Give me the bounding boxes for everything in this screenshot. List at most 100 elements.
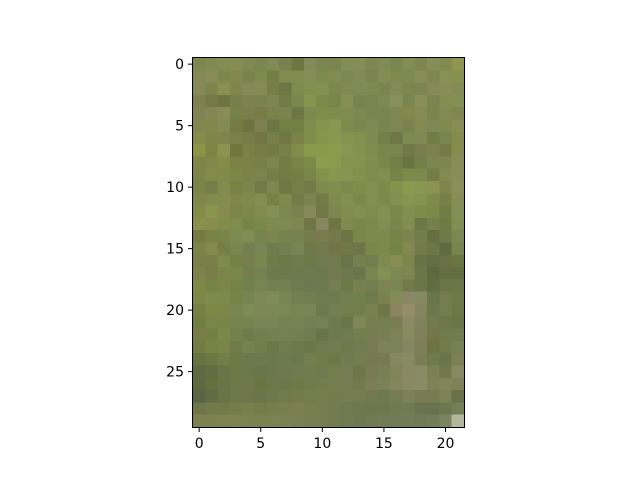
heatmap-cell xyxy=(279,377,292,391)
heatmap-cell xyxy=(193,304,206,317)
heatmap-cell xyxy=(193,131,206,145)
heatmap-cell xyxy=(439,230,453,243)
heatmap-cell xyxy=(242,58,255,71)
heatmap-cell xyxy=(316,70,329,83)
y-tick-label: 10 xyxy=(166,180,184,196)
heatmap-cell xyxy=(328,168,342,182)
heatmap-cell xyxy=(340,328,354,342)
heatmap-cell xyxy=(242,144,255,157)
heatmap-cell xyxy=(254,131,268,145)
heatmap-cell xyxy=(377,242,391,256)
heatmap-cell xyxy=(254,144,268,157)
heatmap-cell xyxy=(427,119,440,133)
heatmap-cell xyxy=(205,328,219,342)
heatmap-cell xyxy=(279,94,292,108)
heatmap-cell xyxy=(217,144,231,157)
heatmap-cell xyxy=(340,304,354,317)
heatmap-cell xyxy=(439,291,453,305)
heatmap-cell xyxy=(279,58,292,71)
x-axis: 0 5 10 15 20 xyxy=(195,427,454,452)
heatmap-cell xyxy=(291,70,305,83)
heatmap-cell xyxy=(242,217,255,231)
heatmap-cell xyxy=(377,70,391,83)
heatmap-cell xyxy=(439,242,453,256)
heatmap-cell xyxy=(340,193,354,206)
heatmap-cell xyxy=(390,168,403,182)
heatmap-cell xyxy=(377,205,391,219)
heatmap-cell xyxy=(328,181,342,194)
heatmap-cell xyxy=(205,340,219,354)
heatmap-cell xyxy=(402,82,416,96)
heatmap-cell xyxy=(291,205,305,219)
heatmap-cell xyxy=(328,230,342,243)
heatmap-cell xyxy=(328,365,342,379)
heatmap-cell xyxy=(242,328,255,342)
heatmap-cell xyxy=(377,217,391,231)
y-tick-label: 20 xyxy=(166,303,184,319)
heatmap-cell xyxy=(254,205,268,219)
heatmap-cell xyxy=(427,390,440,403)
heatmap-cell xyxy=(390,217,403,231)
heatmap-cell xyxy=(217,377,231,391)
heatmap-cell xyxy=(328,107,342,120)
heatmap-cell xyxy=(316,291,329,305)
heatmap-cell xyxy=(242,205,255,219)
heatmap-cell xyxy=(291,316,305,329)
heatmap-cell xyxy=(353,242,366,256)
heatmap-cell xyxy=(402,144,416,157)
heatmap-cell xyxy=(402,353,416,366)
heatmap-cell xyxy=(316,156,329,170)
heatmap-cell xyxy=(365,156,379,170)
heatmap-cell xyxy=(439,168,453,182)
heatmap-cell xyxy=(340,131,354,145)
heatmap-cell xyxy=(390,328,403,342)
heatmap-cell xyxy=(340,340,354,354)
heatmap-cell xyxy=(193,107,206,120)
heatmap-cell xyxy=(254,70,268,83)
heatmap-cell xyxy=(402,316,416,329)
heatmap-cell xyxy=(242,168,255,182)
heatmap-cell xyxy=(266,377,280,391)
heatmap-cell xyxy=(254,304,268,317)
heatmap-cell xyxy=(377,181,391,194)
heatmap-cell xyxy=(193,267,206,280)
heatmap-cell xyxy=(205,119,219,133)
heatmap-cell xyxy=(266,82,280,96)
heatmap-cell xyxy=(402,181,416,194)
heatmap-cell xyxy=(229,304,243,317)
heatmap-cell xyxy=(365,168,379,182)
heatmap-cell xyxy=(377,82,391,96)
heatmap-cell xyxy=(353,119,366,133)
heatmap-cell xyxy=(193,70,206,83)
heatmap-cell xyxy=(390,119,403,133)
heatmap-cell xyxy=(427,58,440,71)
heatmap-cell xyxy=(193,353,206,366)
heatmap-cell xyxy=(229,414,243,428)
heatmap-cell xyxy=(193,316,206,329)
heatmap-cell xyxy=(242,156,255,170)
heatmap-cell xyxy=(439,328,453,342)
heatmap-cell xyxy=(451,291,465,305)
heatmap-cell xyxy=(365,304,379,317)
heatmap-cell xyxy=(451,205,465,219)
heatmap-cell xyxy=(340,365,354,379)
heatmap-cell xyxy=(266,414,280,428)
heatmap-cell xyxy=(451,217,465,231)
heatmap-cell xyxy=(254,353,268,366)
heatmap-cell xyxy=(279,279,292,293)
heatmap-cell xyxy=(254,193,268,206)
heatmap-cell xyxy=(279,414,292,428)
heatmap-cell xyxy=(266,365,280,379)
heatmap-cell xyxy=(390,304,403,317)
heatmap-cell xyxy=(353,168,366,182)
heatmap-cell xyxy=(377,340,391,354)
heatmap-cell xyxy=(303,131,317,145)
heatmap-cell xyxy=(353,402,366,416)
heatmap-cell xyxy=(303,144,317,157)
heatmap-cell xyxy=(328,254,342,268)
heatmap-cell xyxy=(316,119,329,133)
heatmap-cell xyxy=(229,353,243,366)
heatmap-cell xyxy=(254,377,268,391)
heatmap-cell xyxy=(402,304,416,317)
heatmap-cell xyxy=(365,82,379,96)
